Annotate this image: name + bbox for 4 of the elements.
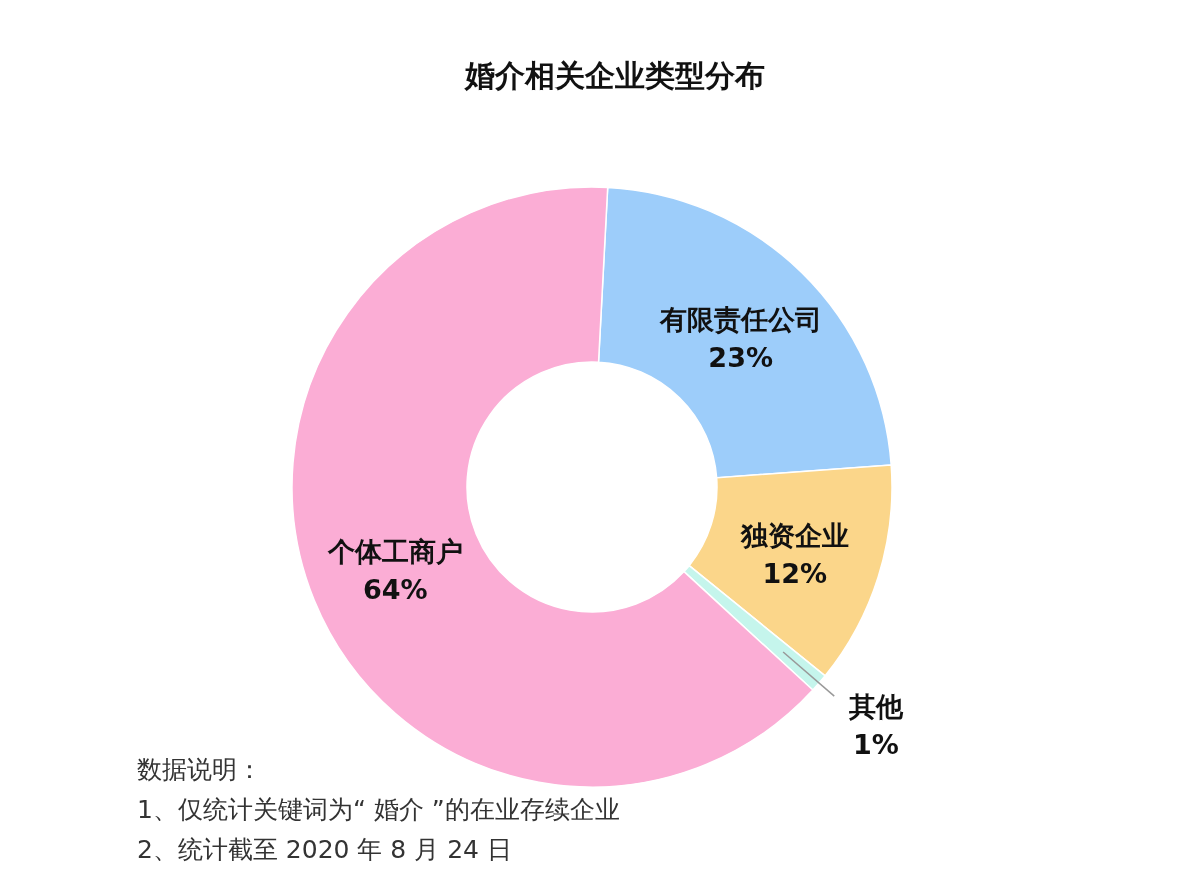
annotation: 1、仅统计关键词为“ 婚介 ”的在业存续企业 — [137, 795, 620, 824]
title: 婚介相关企业类型分布 — [465, 58, 765, 93]
annotation: 2、统计截至 2020 年 8 月 24 日 — [137, 835, 512, 864]
annotation: 数据说明： — [137, 755, 262, 784]
